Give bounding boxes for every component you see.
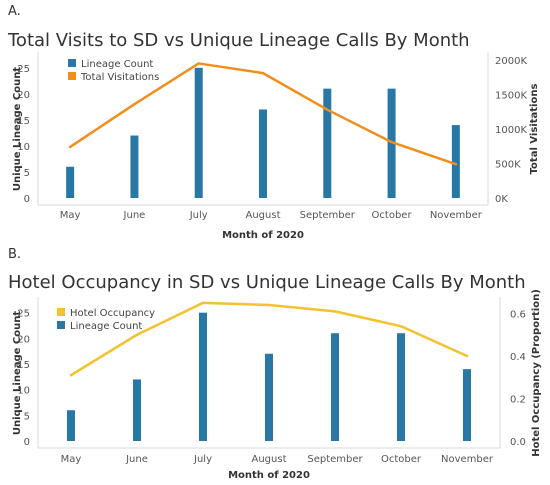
panel-b-right-tick: 0.0 bbox=[510, 437, 526, 448]
panel-a-left-tick: 0 bbox=[24, 194, 30, 205]
panel-b-left-tick: 15 bbox=[17, 360, 30, 371]
panel-b-left-tick: 0 bbox=[24, 437, 30, 448]
panel-b-x-tick: October bbox=[381, 454, 422, 465]
panel-b-left-tick: 20 bbox=[17, 334, 30, 345]
panel-a-line-point-june bbox=[133, 102, 136, 106]
panel-a-x-tick: November bbox=[430, 210, 483, 221]
panel-a-bar-may bbox=[66, 166, 75, 198]
panel-a-right-tick: 2000K bbox=[495, 56, 527, 67]
panel-b-left-tick: 25 bbox=[17, 309, 30, 320]
panel-b-x-axis-title: Month of 2020 bbox=[228, 470, 310, 481]
panel-a-line-point-september bbox=[326, 108, 329, 111]
panel-b-legend-label: Lineage Count bbox=[70, 321, 142, 332]
panel-b-x-tick: June bbox=[125, 454, 148, 465]
panel-a-letter: A. bbox=[8, 4, 21, 19]
panel-b-bar-september bbox=[331, 333, 339, 441]
panel-a: A. Total Visits to SD vs Unique Lineage C… bbox=[7, 4, 540, 241]
panel-a-bar-september bbox=[323, 88, 332, 198]
panel-a-x-axis-title: Month of 2020 bbox=[222, 230, 304, 241]
panel-b-legend-swatch bbox=[57, 321, 65, 329]
panel-b-bar-august bbox=[265, 353, 273, 441]
panel-a-line-point-august bbox=[261, 71, 265, 75]
panel-b-right-axis-title: Hotel Occupancy (Proportion) bbox=[531, 289, 542, 457]
panel-a-right-tick: 500K bbox=[495, 160, 521, 171]
panel-b-bar-october bbox=[397, 333, 405, 441]
panel-a-right-tick: 1500K bbox=[495, 91, 527, 102]
panel-a-legend-swatch bbox=[68, 59, 76, 67]
panel-b-line-point-september bbox=[333, 310, 337, 313]
panel-a-x-tick: August bbox=[246, 210, 281, 221]
panel-b-left-axis-title: Unique Lineage Count bbox=[12, 311, 23, 436]
panel-a-line-point-october bbox=[390, 140, 393, 144]
panel-b-bar-june bbox=[133, 379, 141, 441]
panel-a-title: Total Visits to SD vs Unique Lineage Cal… bbox=[7, 30, 470, 51]
panel-a-x-tick: July bbox=[189, 210, 208, 221]
panel-a-legend-swatch bbox=[68, 72, 76, 80]
panel-a-legend-label: Total Visitations bbox=[80, 72, 159, 83]
panel-b-title: Hotel Occupancy in SD vs Unique Lineage … bbox=[8, 272, 526, 293]
panel-b-bar-november bbox=[463, 369, 471, 441]
panel-b-x-tick: September bbox=[307, 454, 363, 465]
panel-b-line-point-october bbox=[399, 325, 403, 328]
panel-b-x-tick: August bbox=[252, 454, 287, 465]
panel-a-right-axis-title: Total Visitations bbox=[529, 84, 540, 175]
panel-a-left-tick: 10 bbox=[17, 142, 30, 153]
panel-a-bar-june bbox=[130, 135, 139, 198]
panel-a-line-point-may bbox=[68, 145, 72, 149]
panel-a-line-point-november bbox=[454, 162, 458, 166]
panel-b-line-point-august bbox=[267, 303, 271, 307]
panel-b-legend-swatch bbox=[57, 308, 65, 316]
panel-b-right-tick: 0.2 bbox=[510, 395, 526, 406]
panel-b-bar-may bbox=[67, 410, 75, 441]
panel-b: B. Hotel Occupancy in SD vs Unique Lineag… bbox=[8, 247, 542, 481]
panel-a-x-tick: October bbox=[372, 210, 413, 221]
panel-b-x-tick: May bbox=[61, 454, 82, 465]
panel-b-right-tick: 0.6 bbox=[510, 310, 526, 321]
panel-a-bar-july bbox=[194, 67, 203, 199]
panel-b-x-tick: November bbox=[441, 454, 494, 465]
panel-b-line-point-may bbox=[69, 373, 73, 377]
panel-a-left-tick: 25 bbox=[17, 64, 30, 75]
panel-a-bar-november bbox=[451, 125, 460, 198]
panel-a-x-tick: September bbox=[300, 210, 356, 221]
panel-a-left-tick: 15 bbox=[17, 116, 30, 127]
panel-a-left-axis-title: Unique Lineage Count bbox=[12, 67, 23, 192]
panel-a-left-tick: 5 bbox=[24, 168, 30, 179]
panel-b-x-tick: July bbox=[193, 454, 212, 465]
panel-a-left-tick: 20 bbox=[17, 90, 30, 101]
panel-b-letter: B. bbox=[8, 247, 21, 262]
panel-a-bar-august bbox=[259, 109, 267, 198]
panel-b-left-tick: 5 bbox=[24, 411, 30, 422]
panel-a-right-tick: 1000K bbox=[495, 125, 527, 136]
panel-b-bar-july bbox=[199, 312, 207, 441]
panel-b-legend-label: Hotel Occupancy bbox=[70, 308, 155, 319]
panel-b-line-point-july bbox=[201, 301, 205, 305]
panel-a-line-point-july bbox=[197, 62, 200, 65]
panel-b-line-point-november bbox=[465, 354, 469, 358]
panel-b-left-tick: 10 bbox=[17, 386, 30, 397]
panel-a-right-tick: 0K bbox=[495, 194, 508, 205]
panel-b-line-point-june bbox=[135, 333, 139, 336]
panel-b-right-tick: 0.4 bbox=[510, 352, 526, 363]
panel-a-legend-label: Lineage Count bbox=[81, 59, 153, 70]
panel-a-x-tick: May bbox=[60, 210, 81, 221]
panel-a-x-tick: June bbox=[123, 210, 146, 221]
